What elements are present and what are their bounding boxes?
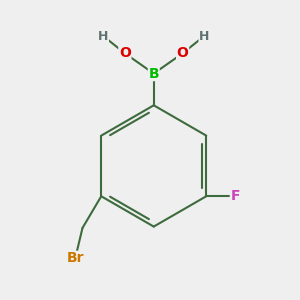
Text: F: F [230,189,240,203]
Text: O: O [177,46,189,60]
Text: Br: Br [67,251,84,265]
Text: O: O [119,46,131,60]
Text: B: B [148,67,159,80]
Text: H: H [98,29,108,43]
Text: H: H [199,29,209,43]
